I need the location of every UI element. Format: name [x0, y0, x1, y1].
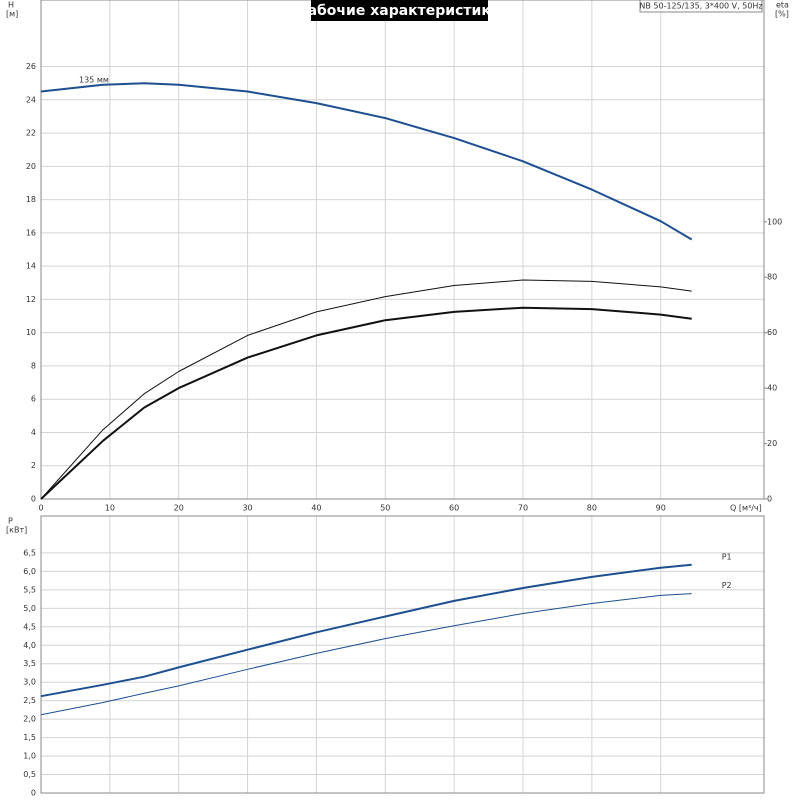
plot-bg-edge — [40, 515, 765, 794]
y-tick-label: 20 — [26, 162, 36, 171]
y-axis-unit: [кВт] — [6, 526, 27, 535]
subtitle-box — [639, 0, 763, 13]
x-tick-label: 90 — [656, 504, 666, 513]
y-tick-label: 3,5 — [23, 659, 36, 668]
x-tick-label: 20 — [174, 504, 184, 513]
y-tick-label: 26 — [26, 62, 36, 71]
y-tick-label: 6,5 — [23, 548, 36, 557]
plot-bg-edge — [40, 0, 765, 500]
y-tick-label: 4,0 — [23, 641, 36, 650]
y2-tick-label: 60 — [767, 328, 777, 337]
y-tick-label: 16 — [26, 228, 36, 237]
y2-tick-label: 80 — [767, 273, 777, 282]
series-line — [40, 279, 692, 500]
x-tick-label: 40 — [311, 504, 321, 513]
y-tick-label: 1,5 — [23, 733, 36, 742]
x-tick-label: 50 — [380, 504, 390, 513]
y-tick-label: 4 — [31, 428, 36, 437]
y2-tick-label: 0 — [767, 495, 772, 504]
y-tick-label: 18 — [26, 195, 36, 204]
y-tick-label: 5,5 — [23, 585, 36, 594]
x-tick-label: 10 — [105, 504, 115, 513]
y-tick-label: 14 — [26, 262, 36, 271]
plot-frame — [40, 515, 765, 794]
x-tick-label: 70 — [518, 504, 528, 513]
y-tick-label: 0 — [31, 789, 36, 798]
x-tick-label: 60 — [449, 504, 459, 513]
y-tick-label: 10 — [26, 328, 36, 337]
y-tick-label: 3,0 — [23, 678, 36, 687]
y-tick-label: 22 — [26, 129, 36, 138]
plot-frame — [40, 0, 765, 500]
y2-axis-unit: [%] — [775, 10, 789, 19]
chart-subtitle: NB 50-125/135, 3*400 V, 50Hz — [639, 2, 762, 11]
y-axis-unit: [м] — [6, 10, 18, 19]
title-box — [311, 0, 488, 21]
y2-tick-label: 20 — [767, 439, 777, 448]
series-line — [40, 593, 692, 716]
y-axis-label: P — [8, 517, 13, 526]
y-tick-label: 4,5 — [23, 622, 36, 631]
y-tick-label: 6,0 — [23, 567, 36, 576]
y-tick-label: 6 — [31, 395, 36, 404]
series-line — [40, 82, 693, 241]
y-tick-label: 2,0 — [23, 715, 36, 724]
y-tick-label: 0 — [31, 495, 36, 504]
y-tick-label: 2 — [31, 461, 36, 470]
series-label: P2 — [722, 581, 732, 590]
x-tick-label: 30 — [242, 504, 252, 513]
y2-tick-label: 100 — [767, 217, 782, 226]
y-axis-label: H — [8, 1, 14, 10]
series-label: P1 — [722, 552, 732, 561]
y-tick-label: 2,5 — [23, 696, 36, 705]
y-tick-label: 1,0 — [23, 752, 36, 761]
y-tick-label: 24 — [26, 95, 36, 104]
curve-annotation: 135 мм — [79, 76, 109, 85]
chart-title: Рабочие характеристики — [297, 3, 500, 19]
y-tick-label: 8 — [31, 361, 36, 370]
y-tick-label: 12 — [26, 295, 36, 304]
y-tick-label: 5,0 — [23, 604, 36, 613]
series-line — [40, 306, 692, 500]
y-tick-label: 0,5 — [23, 770, 36, 779]
y2-tick-label: 40 — [767, 384, 777, 393]
x-axis-label: Q [м³/ч] — [730, 504, 762, 513]
x-tick-label: 0 — [38, 504, 43, 513]
y2-axis-label: eta — [776, 1, 789, 10]
series-line — [40, 563, 692, 698]
x-tick-label: 80 — [587, 504, 597, 513]
